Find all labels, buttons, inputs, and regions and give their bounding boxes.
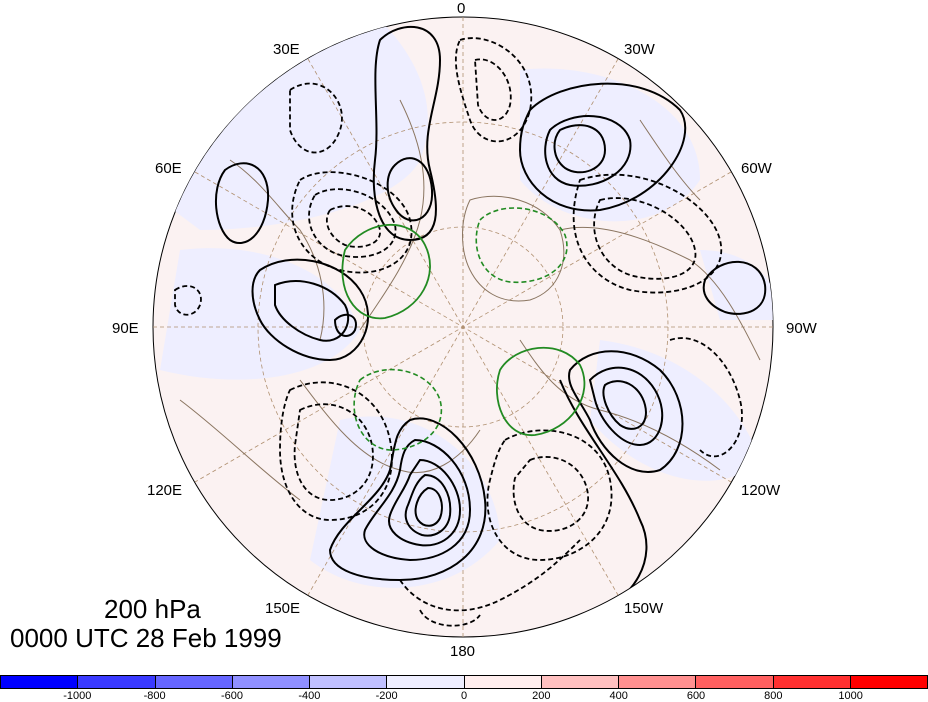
colorbar-tick-label: -800 bbox=[143, 690, 166, 702]
colorbar-swatch bbox=[696, 676, 774, 688]
colorbar-tick-label: 400 bbox=[609, 690, 628, 702]
lon-label-150w: 150W bbox=[624, 600, 664, 617]
colorbar-tick-label: -200 bbox=[375, 690, 398, 702]
lon-label-0: 0 bbox=[457, 0, 466, 17]
lon-label-30e: 30E bbox=[273, 41, 300, 58]
colorbar-tick-label: -600 bbox=[220, 690, 244, 702]
lon-label-90w: 90W bbox=[786, 320, 817, 337]
colorbar-swatch bbox=[387, 676, 465, 688]
shade-region bbox=[590, 340, 760, 481]
colorbar-swatch bbox=[155, 676, 233, 688]
lon-label-30w: 30W bbox=[624, 41, 655, 58]
shade-region bbox=[160, 248, 360, 380]
lon-label-90e: 90E bbox=[112, 320, 139, 337]
special-contours-dashed bbox=[353, 207, 568, 451]
colorbar-swatch bbox=[773, 676, 851, 688]
colorbar-swatch bbox=[619, 676, 697, 688]
lon-label-180: 180 bbox=[450, 643, 476, 660]
lon-label-120e: 120E bbox=[147, 482, 183, 499]
colorbar-tick-label: 800 bbox=[764, 690, 783, 702]
colorbar-tick-label: 200 bbox=[532, 690, 551, 702]
colorbar-tick-label: -400 bbox=[298, 690, 321, 702]
colorbar-tick-label: -1000 bbox=[63, 690, 92, 702]
colorbar-swatch bbox=[310, 676, 388, 688]
lon-label-120w: 120W bbox=[741, 482, 781, 499]
negative-contours bbox=[174, 37, 743, 627]
colorbar-swatch bbox=[541, 676, 619, 688]
pressure-level-label: 200 hPa bbox=[104, 594, 201, 624]
lon-label-150e: 150E bbox=[265, 600, 301, 617]
special-contours bbox=[341, 223, 586, 436]
timestamp-label: 0000 UTC 28 Feb 1999 bbox=[10, 623, 282, 653]
shade-region bbox=[700, 250, 773, 320]
colorbar-swatch bbox=[850, 676, 927, 688]
colorbar-tick-label: 0 bbox=[460, 690, 468, 702]
colorbar-tick-label: 600 bbox=[686, 690, 706, 702]
lon-label-60e: 60E bbox=[155, 160, 182, 177]
colorbar-swatch bbox=[232, 676, 310, 688]
colorbar-swatch bbox=[1, 676, 79, 688]
lon-label-60w: 60W bbox=[741, 160, 772, 177]
colorbar-swatch bbox=[464, 676, 542, 688]
colorbar-tick-label: 1000 bbox=[838, 690, 863, 702]
colorbar bbox=[0, 675, 928, 689]
colorbar-swatch bbox=[78, 676, 156, 688]
